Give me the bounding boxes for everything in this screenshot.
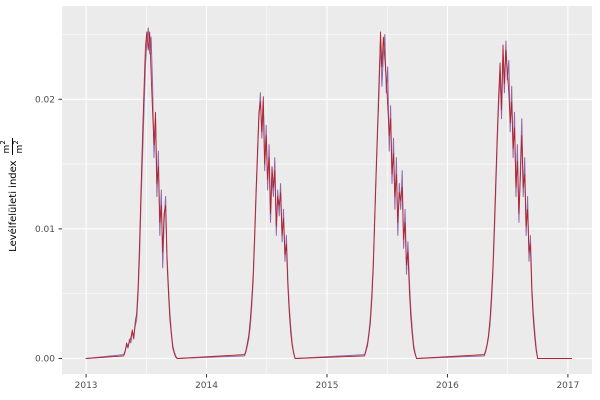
y-axis-title-text: Levélfelületi index — [7, 160, 19, 252]
y-tick-label: 0.02 — [35, 95, 55, 105]
x-tick-label: 2015 — [316, 381, 339, 391]
unit-denominator: m2 — [12, 140, 26, 154]
y-tick-label: 0.01 — [35, 225, 55, 235]
lai-series-red — [85, 31, 572, 359]
y-axis-unit-fraction: m2m2 — [0, 138, 26, 156]
unit-numerator: m2 — [0, 138, 14, 156]
x-tick-label: 2016 — [436, 381, 459, 391]
y-axis-title: Levélfelületi index m2m2 — [0, 85, 26, 305]
x-tick-label: 2017 — [556, 381, 579, 391]
y-tick-label: 0.00 — [35, 354, 55, 364]
x-tick-label: 2013 — [75, 381, 98, 391]
x-tick-label: 2014 — [195, 381, 218, 391]
